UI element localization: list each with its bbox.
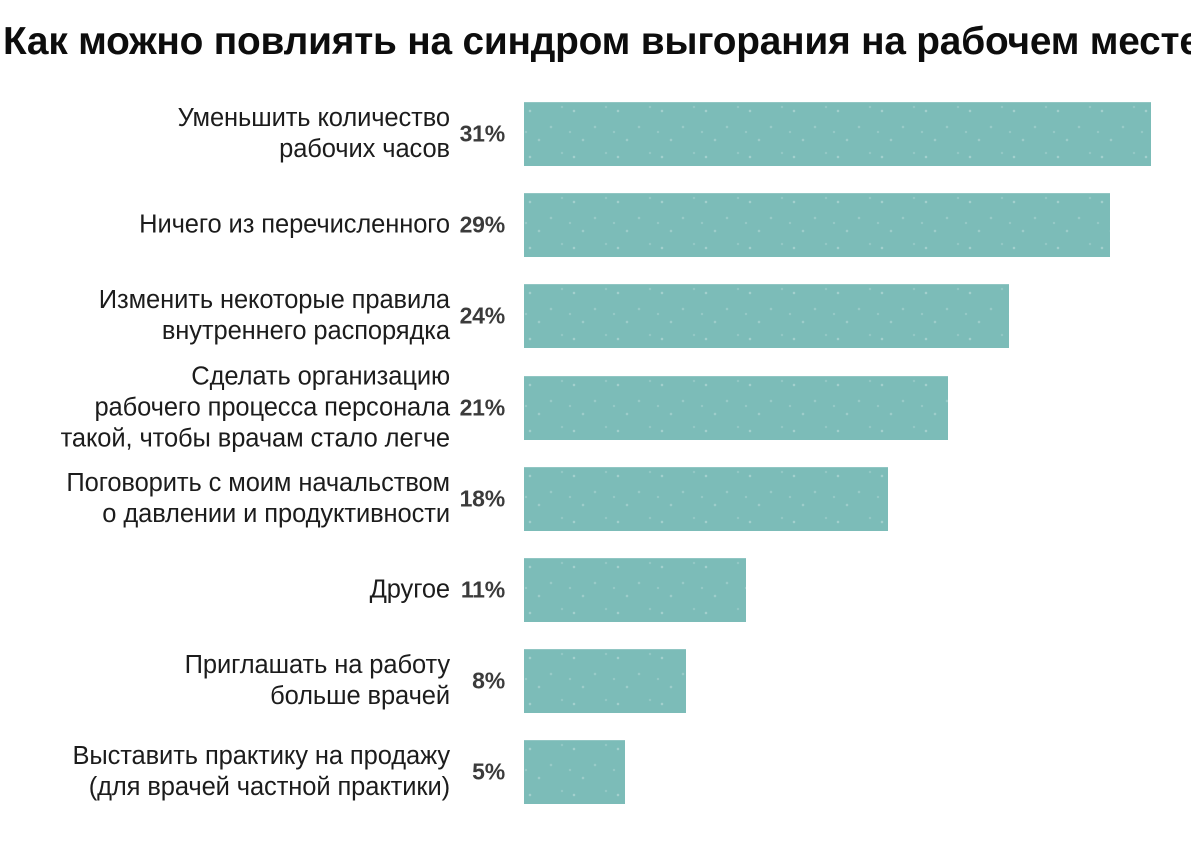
bar-track — [524, 375, 1191, 440]
bar-row: Сделать организацию рабочего процесса пе… — [0, 362, 1191, 452]
bar — [524, 193, 1111, 258]
category-label: Выставить практику на продажу (для враче… — [72, 742, 450, 802]
bar-row: Выставить практику на продажу (для враче… — [0, 740, 1191, 805]
value-label: 21% — [459, 394, 506, 421]
bar-row: Поговорить с моим начальством о давлении… — [0, 466, 1191, 531]
bar — [524, 649, 686, 714]
plot-area: Уменьшить количество рабочих часов 31% Нич… — [0, 84, 1191, 864]
bar — [524, 284, 1010, 349]
category-label: Уменьшить количество рабочих часов — [177, 104, 451, 163]
bar-track — [524, 649, 1191, 714]
bar — [524, 375, 949, 440]
category-label: Приглашать на работу больше врачей — [184, 651, 450, 711]
value-label: 29% — [459, 211, 506, 238]
value-label: 18% — [459, 485, 506, 512]
category-label: Поговорить с моим начальством о давлении… — [66, 468, 450, 528]
bar — [524, 740, 626, 805]
value-label: 24% — [459, 302, 506, 329]
chart-title: Как можно повлиять на синдром выгорания … — [2, 20, 1191, 63]
bar-track — [524, 466, 1191, 531]
bar — [524, 558, 747, 622]
bar-track — [524, 740, 1191, 805]
bar-row: Другое 11% — [0, 558, 1191, 622]
category-label: Ничего из перечисленного — [139, 210, 450, 239]
bar — [524, 466, 888, 531]
bar-track — [524, 193, 1191, 258]
bar — [524, 102, 1151, 166]
value-label: 5% — [472, 758, 505, 785]
bar-row: Уменьшить количество рабочих часов 31% — [0, 102, 1191, 166]
category-label: Другое — [369, 575, 451, 604]
bar-track — [524, 284, 1191, 349]
value-label: 8% — [472, 667, 505, 694]
bar-track — [524, 558, 1191, 622]
category-label: Сделать организацию рабочего процесса пе… — [60, 362, 451, 453]
category-label: Изменить некоторые правила внутреннего р… — [98, 286, 450, 346]
bar-row: Ничего из перечисленного 29% — [0, 193, 1191, 258]
value-label: 31% — [459, 120, 506, 147]
bar-track — [524, 102, 1191, 166]
bar-row: Изменить некоторые правила внутреннего р… — [0, 284, 1191, 349]
value-label: 11% — [460, 576, 505, 603]
bar-row: Приглашать на работу больше врачей 8% — [0, 649, 1191, 714]
